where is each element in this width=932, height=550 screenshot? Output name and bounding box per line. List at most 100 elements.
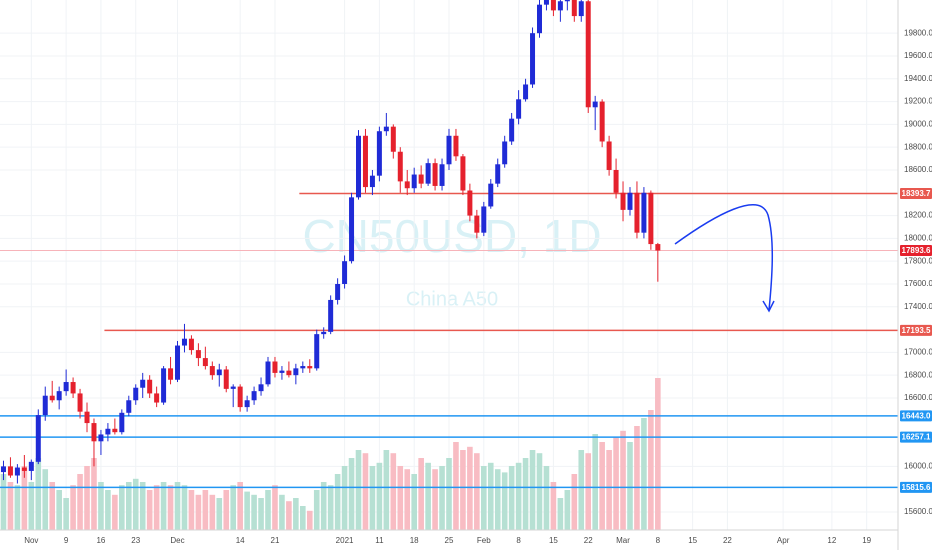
candle-body (14, 467, 20, 476)
volume-bar (77, 474, 83, 530)
volume-bar (599, 442, 605, 530)
candle-body (300, 366, 306, 369)
candle-body (98, 434, 104, 442)
volume-bar (376, 462, 383, 530)
candle-body (91, 423, 97, 442)
volume-bar (355, 450, 362, 530)
x-tick-label: 8 (656, 536, 661, 545)
x-tick-label: 23 (131, 536, 140, 545)
candle-body (571, 0, 577, 17)
x-tick-label: 15 (688, 536, 697, 545)
volume-bar (648, 410, 654, 530)
x-tick-label: 12 (827, 536, 836, 545)
candle-body (530, 33, 536, 85)
candle-body (606, 141, 612, 170)
volume-bar (202, 490, 209, 530)
x-tick-label: 8 (516, 536, 521, 545)
candle-body (279, 370, 285, 373)
candle-body (161, 368, 167, 403)
candle-body (63, 382, 69, 392)
candle-body (342, 261, 348, 284)
candle-body (474, 215, 480, 233)
volume-bar (230, 485, 237, 530)
volume-bar (613, 437, 619, 530)
volume (0, 378, 661, 530)
candle-body (175, 345, 181, 380)
candle-body (523, 84, 529, 100)
candle-body (70, 382, 76, 394)
volume-bar (313, 490, 320, 530)
x-tick-label: 22 (723, 536, 732, 545)
volume-bar (439, 466, 445, 530)
candle-body (119, 412, 125, 433)
volume-bar (390, 453, 397, 530)
y-tick-label: 16600.0 (904, 393, 932, 402)
volume-bar (300, 506, 306, 530)
candle-body (230, 386, 236, 389)
volume-bar (620, 430, 626, 530)
volume-bar (56, 490, 62, 530)
candle-body (77, 393, 83, 412)
volume-bar (557, 498, 564, 530)
candle-body (209, 366, 215, 376)
candle-body (432, 163, 438, 186)
candle-body (84, 411, 90, 424)
volume-bar (279, 494, 285, 530)
volume-bar (341, 466, 348, 530)
candle-body (237, 386, 243, 408)
volume-bar (35, 458, 42, 530)
candle-body (307, 366, 313, 369)
volume-bar (125, 482, 132, 530)
candle-body (543, 0, 549, 5)
candle-body (35, 415, 41, 462)
y-tick-label: 19000.0 (904, 119, 932, 128)
candle-body (620, 192, 626, 210)
volume-bar (42, 469, 49, 530)
candle-body (112, 428, 118, 433)
volume-bar (244, 491, 250, 530)
x-tick-label: 9 (64, 536, 69, 545)
y-tick-label: 19400.0 (904, 74, 932, 83)
volume-bar (70, 485, 76, 530)
volume-bar (98, 482, 104, 530)
volume-bar (474, 453, 480, 530)
candle-body (536, 4, 542, 34)
candle-body (265, 361, 271, 385)
candle-body (105, 428, 111, 435)
y-tick-label: 18600.0 (904, 165, 932, 174)
y-tick-label: 18000.0 (904, 233, 932, 242)
level-label-box (900, 431, 932, 443)
x-tick-label: 22 (584, 536, 593, 545)
volume-bar (404, 469, 411, 530)
candle-body (133, 387, 139, 401)
candle-body (181, 338, 187, 346)
x-tick-label: 16 (96, 536, 105, 545)
candle-body (557, 1, 563, 11)
volume-bar (543, 466, 550, 530)
candle-body (599, 101, 605, 142)
candle-body (655, 244, 661, 251)
level-label-box (900, 410, 932, 422)
volume-bar (91, 458, 97, 530)
candle-body (495, 164, 501, 184)
price-axis (898, 0, 932, 550)
candle-body (168, 368, 174, 380)
candle-body (550, 0, 556, 11)
candle-body (502, 141, 508, 165)
volume-bar (21, 466, 28, 530)
volume-bar (501, 472, 508, 530)
candle-body (446, 135, 452, 165)
candle-body (223, 369, 229, 389)
volume-bar (320, 482, 327, 530)
candles (0, 0, 661, 484)
volume-bar (432, 469, 438, 530)
candle-body (42, 395, 48, 416)
x-tick-label: Nov (24, 536, 38, 545)
candle-body (439, 164, 445, 186)
y-tick-label: 16000.0 (904, 461, 932, 470)
volume-bar (223, 490, 230, 530)
volume-bar (571, 474, 578, 530)
candle-body (390, 126, 396, 152)
candle-body (56, 391, 62, 401)
candle-body (564, 0, 570, 2)
